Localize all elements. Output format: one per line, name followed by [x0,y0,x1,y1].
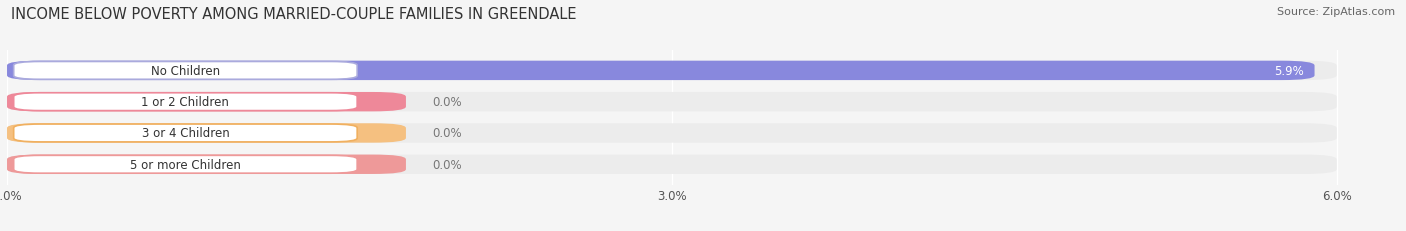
FancyBboxPatch shape [7,124,1337,143]
FancyBboxPatch shape [14,93,357,111]
FancyBboxPatch shape [7,61,1315,81]
Text: 1 or 2 Children: 1 or 2 Children [142,96,229,109]
Text: 5.9%: 5.9% [1274,65,1303,78]
FancyBboxPatch shape [7,93,406,112]
Text: 0.0%: 0.0% [433,158,463,171]
FancyBboxPatch shape [7,124,406,143]
FancyBboxPatch shape [7,93,1337,112]
FancyBboxPatch shape [7,155,406,174]
Text: 5 or more Children: 5 or more Children [129,158,240,171]
FancyBboxPatch shape [7,155,1337,174]
Text: Source: ZipAtlas.com: Source: ZipAtlas.com [1277,7,1395,17]
Text: 0.0%: 0.0% [433,96,463,109]
Text: 3 or 4 Children: 3 or 4 Children [142,127,229,140]
FancyBboxPatch shape [7,61,1337,81]
FancyBboxPatch shape [14,62,357,80]
Text: 0.0%: 0.0% [433,127,463,140]
Text: No Children: No Children [150,65,219,78]
FancyBboxPatch shape [14,156,357,173]
FancyBboxPatch shape [14,125,357,142]
Text: INCOME BELOW POVERTY AMONG MARRIED-COUPLE FAMILIES IN GREENDALE: INCOME BELOW POVERTY AMONG MARRIED-COUPL… [11,7,576,22]
